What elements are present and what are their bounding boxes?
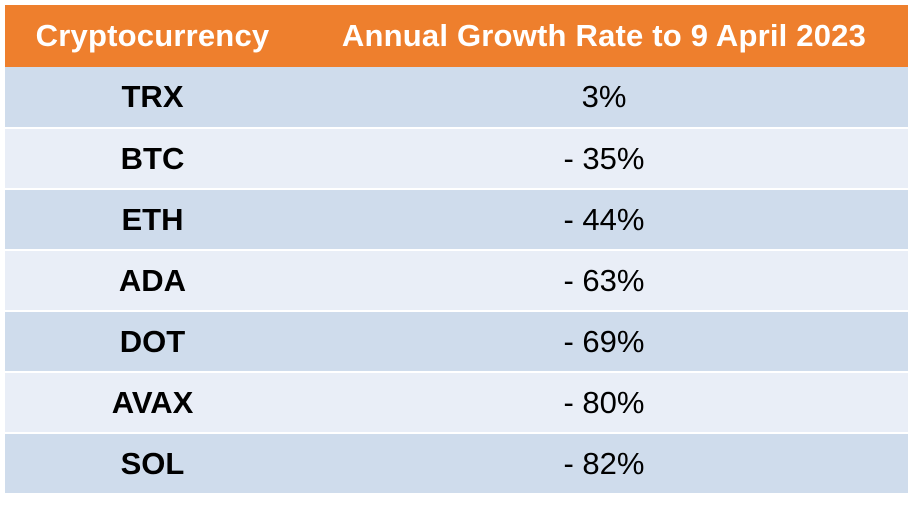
table-row: ETH - 44% bbox=[5, 189, 908, 251]
table-body: TRX 3% BTC - 35% ETH - 44% ADA - 63% DOT… bbox=[5, 67, 908, 495]
rate-cell: 3% bbox=[300, 67, 908, 129]
coin-cell: AVAX bbox=[5, 372, 300, 434]
coin-cell: ETH bbox=[5, 189, 300, 251]
rate-cell: - 80% bbox=[300, 372, 908, 434]
coin-cell: DOT bbox=[5, 311, 300, 373]
coin-cell: SOL bbox=[5, 433, 300, 495]
table-header: Cryptocurrency Annual Growth Rate to 9 A… bbox=[5, 5, 908, 67]
table-row: SOL - 82% bbox=[5, 433, 908, 495]
rate-cell: - 44% bbox=[300, 189, 908, 251]
rate-cell: - 35% bbox=[300, 128, 908, 190]
table-row: TRX 3% bbox=[5, 67, 908, 129]
column-header-cryptocurrency: Cryptocurrency bbox=[35, 18, 270, 53]
rate-cell: - 63% bbox=[300, 250, 908, 312]
rate-cell: - 69% bbox=[300, 311, 908, 373]
rate-cell: - 82% bbox=[300, 433, 908, 495]
table-row: AVAX - 80% bbox=[5, 372, 908, 434]
growth-rate-table-container: Cryptocurrency Annual Growth Rate to 9 A… bbox=[5, 5, 908, 495]
column-header-growth-rate: Annual Growth Rate to 9 April 2023 bbox=[341, 18, 867, 53]
table-row: ADA - 63% bbox=[5, 250, 908, 312]
coin-cell: BTC bbox=[5, 128, 300, 190]
growth-rate-table: Cryptocurrency Annual Growth Rate to 9 A… bbox=[5, 5, 908, 495]
table-row: DOT - 69% bbox=[5, 311, 908, 373]
table-row: BTC - 35% bbox=[5, 128, 908, 190]
coin-cell: ADA bbox=[5, 250, 300, 312]
header-row: Cryptocurrency Annual Growth Rate to 9 A… bbox=[5, 5, 908, 67]
coin-cell: TRX bbox=[5, 67, 300, 129]
